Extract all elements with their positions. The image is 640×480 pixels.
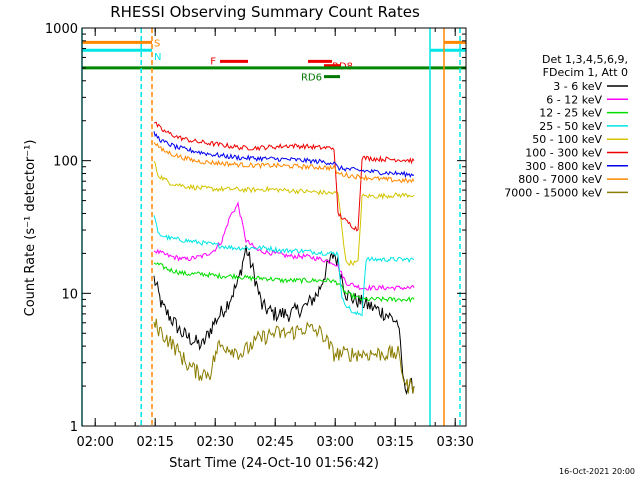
y-tick-label-1: 10	[61, 287, 78, 302]
legend-label-4: 50 - 100 keV	[532, 133, 602, 146]
x-tick-label-5: 03:15	[376, 435, 413, 450]
legend-label-7: 800 - 7000 keV	[518, 173, 602, 186]
axis-ticks: 02:00 02:15 02:30 02:45 03:00 03:15 03:30 1 10 10…	[45, 22, 474, 450]
series-line-2	[153, 262, 415, 304]
y-tick-label-0: 1	[70, 420, 78, 435]
series-line-1	[153, 201, 415, 292]
legend-label-2: 12 - 25 keV	[539, 107, 602, 120]
flag-label-f: F	[210, 56, 216, 67]
x-axis-label: Start Time (24-Oct-10 01:56:42)	[169, 456, 379, 471]
series-line-0	[153, 245, 415, 396]
series-line-5	[153, 121, 415, 232]
legend-label-6: 300 - 800 keV	[525, 160, 602, 173]
legend-header-0: Det 1,3,4,5,6,9,	[542, 53, 628, 66]
series-lines	[153, 121, 415, 396]
chart-title: RHESSI Observing Summary Count Rates	[110, 3, 420, 21]
legend: Det 1,3,4,5,6,9,FDecim 1, Att 03 - 6 keV…	[504, 53, 628, 199]
plot-frame	[81, 27, 467, 427]
y-tick-label-3: 1000	[45, 22, 78, 37]
series-line-3	[153, 215, 415, 317]
legend-label-5: 100 - 300 keV	[525, 147, 602, 160]
x-tick-label-4: 03:00	[316, 435, 353, 450]
legend-header-1: FDecim 1, Att 0	[543, 66, 628, 79]
flag-label-n: N	[154, 52, 161, 63]
legend-label-8: 7000 - 15000 keV	[504, 186, 602, 199]
flag-label-rd6: RD6	[301, 73, 322, 84]
x-tick-label-1: 02:15	[136, 435, 173, 450]
footer-date: 16-Oct-2021 20:00	[559, 467, 635, 476]
series-line-6	[153, 131, 415, 179]
x-tick-label-6: 03:30	[436, 435, 473, 450]
legend-label-3: 25 - 50 keV	[539, 120, 602, 133]
series-line-7	[153, 142, 415, 184]
legend-label-1: 6 - 12 keV	[546, 93, 602, 106]
flag-label-s: S	[154, 38, 160, 49]
x-tick-label-3: 02:45	[256, 435, 293, 450]
y-tick-label-2: 100	[53, 155, 78, 170]
flag-bars: SNFRD6RD8	[82, 38, 466, 84]
series-line-4	[153, 160, 415, 267]
legend-label-0: 3 - 6 keV	[553, 80, 602, 93]
x-tick-label-0: 02:00	[76, 435, 113, 450]
y-axis-label: Count Rate (s⁻¹ detector⁻¹)	[23, 140, 38, 317]
series-line-8	[153, 318, 415, 394]
x-tick-label-2: 02:30	[196, 435, 233, 450]
